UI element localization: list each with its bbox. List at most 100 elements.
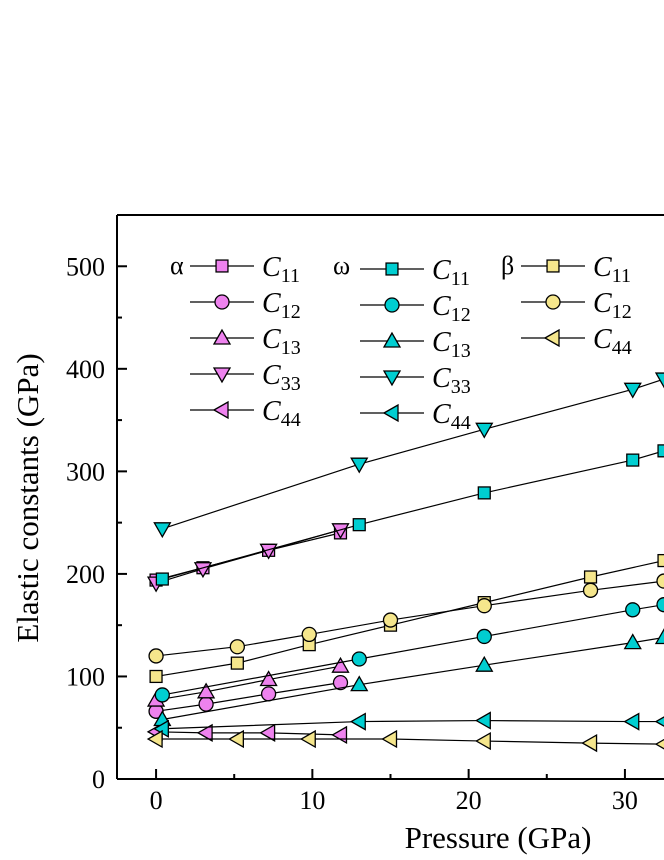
series-alpha-c44: [146, 722, 348, 745]
legend-phase-symbol: β: [501, 251, 514, 280]
legend-label: C33: [262, 360, 301, 395]
data-point-left-triangle: [349, 712, 366, 731]
data-point-circle: [351, 651, 367, 667]
x-tick-label: 0: [150, 786, 163, 815]
series-alpha-c13: [146, 656, 350, 707]
data-point-up-triangle: [350, 675, 369, 692]
series-line: [155, 682, 341, 712]
y-tick-label: 200: [66, 560, 105, 589]
data-point-circle: [301, 626, 317, 643]
data-point-down-triangle: [654, 372, 664, 389]
data-point-up-triangle: [196, 682, 216, 699]
series-alpha-c12: [148, 674, 349, 719]
x-tick-label: 30: [612, 786, 638, 815]
legend-item-c13: C13: [190, 324, 301, 359]
legend-item-c33: C33: [190, 360, 301, 395]
data-point-left-triangle: [623, 712, 640, 731]
y-tick-label: 400: [66, 355, 105, 384]
data-point-square: [657, 444, 664, 458]
y-tick-label: 100: [66, 662, 105, 691]
x-tick-label: 20: [456, 786, 482, 815]
series-line: [156, 731, 341, 736]
data-point-up-triangle: [259, 670, 278, 687]
data-point-left-triangle: [299, 729, 316, 749]
series-omega-c44: [153, 711, 664, 738]
data-point-circle: [476, 598, 492, 614]
legend-marker-circle: [384, 297, 400, 313]
legend-marker-circle: [214, 294, 230, 310]
data-point-left-triangle: [581, 733, 598, 753]
legend-item-c11: C11: [190, 252, 300, 287]
data-point-down-triangle: [350, 457, 369, 474]
data-point-circle: [582, 582, 599, 598]
data-point-circle: [382, 612, 399, 628]
series-layer: [146, 372, 664, 753]
legend-label: C12: [593, 288, 632, 323]
legend-item-c12: C12: [521, 288, 632, 323]
legend-item-c44: C44: [360, 399, 471, 434]
series-line: [162, 450, 664, 580]
legend-label: C44: [432, 399, 471, 434]
x-tick-label: 10: [299, 786, 325, 815]
legend-marker-down-triangle: [382, 370, 402, 387]
legend-phase-symbol: α: [170, 251, 184, 280]
legend-label: C13: [432, 327, 471, 362]
data-point-circle: [656, 597, 664, 613]
legend-phase-symbol: ω: [333, 251, 350, 280]
data-point-up-triangle: [331, 656, 350, 673]
series-omega-c12: [154, 597, 664, 703]
data-point-left-triangle: [654, 738, 664, 750]
data-point-square: [230, 656, 244, 670]
legend-label: C11: [432, 255, 470, 290]
legend-item-c44: C44: [521, 324, 632, 359]
legend-label: C11: [262, 252, 300, 287]
data-point-down-triangle: [623, 382, 642, 399]
data-point-square: [626, 453, 640, 467]
data-point-left-triangle: [474, 731, 491, 751]
legend-item-c13: C13: [360, 327, 471, 362]
data-point-circle: [332, 674, 349, 691]
legend-label: C33: [432, 363, 471, 398]
data-point-circle: [625, 602, 641, 618]
data-point-left-triangle: [259, 723, 276, 742]
data-point-left-triangle: [228, 729, 244, 749]
series-alpha-c33: [146, 523, 350, 593]
y-axis-title: Elastic constants (GPa): [10, 353, 45, 642]
legend-label: C44: [593, 324, 632, 359]
data-point-down-triangle: [153, 522, 172, 539]
data-point-left-triangle: [331, 725, 348, 745]
legend-label: C12: [432, 291, 471, 326]
series-beta-c12: [148, 573, 664, 664]
data-point-left-triangle: [196, 723, 213, 742]
legend-marker-left-triangle: [212, 400, 229, 420]
data-point-circle: [198, 696, 214, 712]
series-line: [155, 665, 341, 701]
data-point-circle: [476, 628, 492, 645]
legend-label: C11: [593, 252, 631, 287]
data-point-square: [352, 518, 366, 532]
legend-marker-up-triangle: [212, 328, 232, 345]
y-tick-label: 500: [66, 252, 105, 281]
data-point-left-triangle: [381, 729, 398, 749]
data-point-circle: [148, 648, 164, 664]
series-beta-c44: [146, 729, 664, 753]
legend-item-c12: C12: [360, 291, 471, 326]
legend-item-c44: C44: [190, 396, 301, 431]
legend-item-c33: C33: [360, 363, 471, 398]
legend-marker-circle: [545, 294, 561, 310]
legend-label: C44: [262, 396, 301, 431]
data-point-square: [657, 553, 664, 568]
data-point-circle: [260, 686, 277, 702]
series-line: [162, 719, 664, 730]
legend-item-c12: C12: [190, 288, 301, 323]
series-omega-c11: [155, 444, 664, 586]
data-point-square: [583, 570, 598, 584]
data-point-square: [155, 572, 169, 586]
series-line: [162, 378, 664, 530]
data-point-square: [149, 669, 163, 684]
axis-layer: 0 100 200 300 400 500 0 10 20 30: [66, 214, 638, 815]
data-point-up-triangle: [475, 655, 494, 672]
legend-item-c11: C11: [521, 252, 631, 287]
legend-marker-square: [546, 259, 560, 273]
